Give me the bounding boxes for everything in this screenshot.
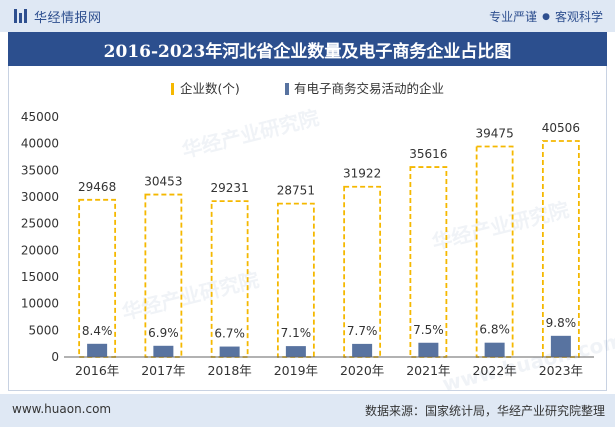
ecommerce-share-bar bbox=[285, 346, 306, 357]
company-count-label: 31922 bbox=[343, 167, 381, 181]
company-count-bar bbox=[276, 202, 315, 358]
x-tick-label: 2020年 bbox=[340, 363, 384, 378]
legend: 企业数(个) 有电子商务交易活动的企业 bbox=[171, 81, 444, 96]
ecommerce-share-label: 8.4% bbox=[82, 324, 113, 338]
bullet-icon: ● bbox=[542, 11, 550, 22]
company-count-label: 40506 bbox=[542, 121, 580, 135]
legend-marker-companies bbox=[171, 83, 174, 95]
y-tick-label: 30000 bbox=[21, 190, 59, 204]
footer-url[interactable]: www.huaon.com bbox=[12, 402, 112, 416]
ecommerce-share-label: 6.8% bbox=[479, 323, 510, 337]
x-axis: 2016年 2017年 2018年 2019年 2020年 2021年 2022年 2023年 bbox=[64, 356, 594, 378]
y-tick-label: 45000 bbox=[21, 110, 59, 124]
legend-label-companies: 企业数(个) bbox=[180, 81, 240, 96]
chart-frame bbox=[8, 66, 607, 391]
brand-name: 华经情报网 bbox=[34, 10, 102, 26]
tagline-right: 客观科学 bbox=[554, 10, 603, 24]
y-tick-label: 35000 bbox=[21, 163, 59, 177]
ecommerce-share-label: 9.8% bbox=[546, 316, 577, 330]
tagline-left: 专业严谨 bbox=[489, 10, 538, 24]
x-tick-label: 2017年 bbox=[141, 363, 185, 378]
ecommerce-share-label: 6.7% bbox=[214, 327, 245, 341]
brand-logo[interactable]: 华经情报网 bbox=[14, 8, 102, 26]
company-count-label: 28751 bbox=[277, 184, 315, 198]
bars-group: 29468 8.4% 30453 6.9% 29231 6.7% 28751 7.1% 3192… bbox=[78, 121, 580, 358]
ecommerce-share-label: 6.9% bbox=[148, 326, 179, 340]
x-tick-label: 2019年 bbox=[274, 363, 318, 378]
company-count-bar bbox=[541, 140, 580, 358]
y-axis: 0 5000 10000 15000 20000 25000 30000 35000 40000… bbox=[21, 110, 59, 364]
ecommerce-share-bar bbox=[87, 343, 108, 357]
y-tick-label: 0 bbox=[51, 350, 59, 364]
y-tick-label: 20000 bbox=[21, 243, 59, 257]
y-tick-label: 25000 bbox=[21, 217, 59, 231]
company-count-label: 39475 bbox=[476, 126, 514, 140]
legend-label-ecommerce: 有电子商务交易活动的企业 bbox=[294, 81, 444, 96]
ecommerce-share-bar bbox=[219, 346, 240, 357]
x-tick-label: 2018年 bbox=[207, 363, 251, 378]
ecommerce-share-bar bbox=[352, 343, 373, 357]
ecommerce-share-bar bbox=[550, 335, 571, 357]
ecommerce-share-label: 7.7% bbox=[347, 324, 378, 338]
ecommerce-share-label: 7.5% bbox=[413, 323, 444, 337]
company-count-label: 30453 bbox=[144, 175, 182, 189]
y-tick-label: 15000 bbox=[21, 270, 59, 284]
ecommerce-share-bar bbox=[418, 342, 439, 357]
logo-icon bbox=[14, 9, 27, 23]
y-tick-label: 40000 bbox=[21, 137, 59, 151]
ecommerce-share-bar bbox=[484, 342, 505, 357]
ecommerce-share-bar bbox=[153, 345, 174, 357]
x-tick-label: 2022年 bbox=[472, 363, 516, 378]
footer-bar: www.huaon.com 数据来源：国家统计局，华经产业研究院整理 bbox=[0, 394, 615, 427]
legend-marker-ecommerce bbox=[285, 83, 289, 95]
footer-source: 数据来源：国家统计局，华经产业研究院整理 bbox=[364, 404, 605, 418]
y-tick-label: 5000 bbox=[28, 323, 59, 337]
top-header-bar: 华经情报网 专业严谨 ● 客观科学 bbox=[0, 0, 615, 32]
x-tick-label: 2021年 bbox=[406, 363, 450, 378]
x-tick-label: 2023年 bbox=[539, 363, 583, 378]
y-tick-label: 10000 bbox=[21, 297, 59, 311]
ecommerce-share-label: 7.1% bbox=[281, 326, 312, 340]
company-count-label: 29468 bbox=[78, 180, 116, 194]
chart-title: 2016-2023年河北省企业数量及电子商务企业占比图 bbox=[8, 32, 607, 66]
company-count-label: 29231 bbox=[211, 181, 249, 195]
tagline: 专业严谨 ● 客观科学 bbox=[489, 8, 603, 25]
x-tick-label: 2016年 bbox=[75, 363, 119, 378]
company-count-label: 35616 bbox=[409, 147, 447, 161]
